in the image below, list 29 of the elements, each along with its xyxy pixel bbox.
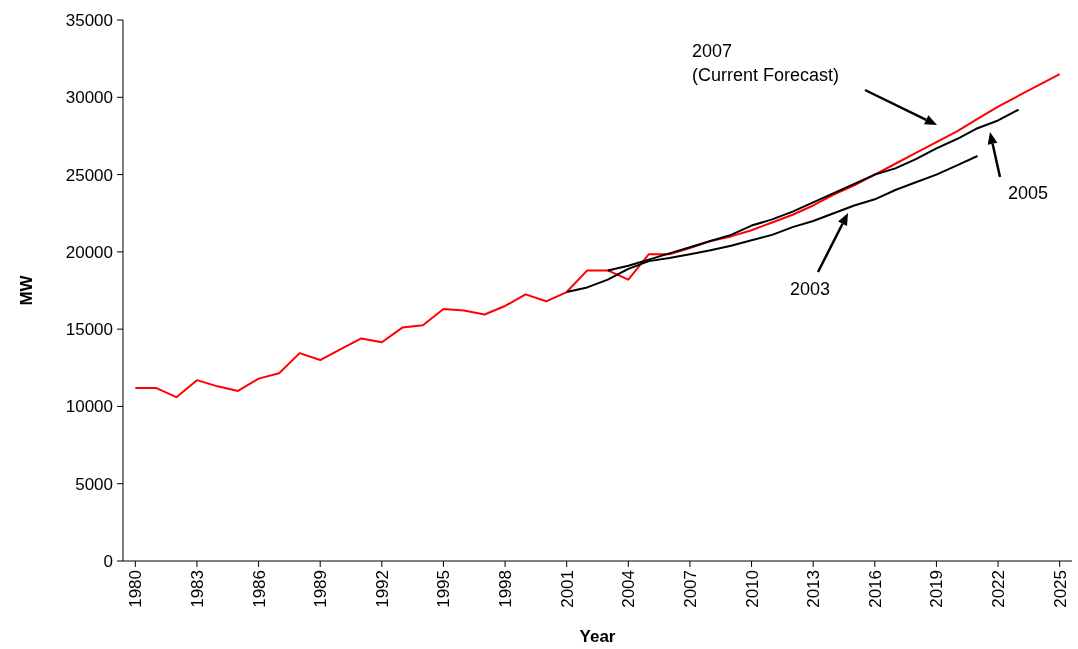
annotation: 2003 [790,279,831,299]
x-tick-label: 2019 [927,570,947,608]
x-tick-label: 2013 [804,570,824,608]
x-tick-label: 1998 [496,570,516,608]
x-tick-label: 1992 [372,570,392,608]
x-axis-title: Year [579,627,616,646]
y-tick-label: 20000 [65,242,113,262]
x-tick-label: 2016 [865,570,885,608]
x-tick-label: 2025 [1050,570,1070,608]
y-tick-label: 35000 [65,10,113,30]
x-tick-label: 2007 [680,570,700,608]
y-tick-label: 5000 [75,474,113,494]
x-tick-label: 1983 [187,570,207,608]
y-tick-label: 25000 [65,165,113,185]
y-axis-title: MW [17,274,36,306]
y-tick-label: 15000 [65,320,113,340]
x-tick-label: 1986 [249,570,269,608]
x-tick-label: 1980 [126,570,146,608]
x-tick-label: 1995 [434,570,454,608]
y-tick-label: 10000 [65,397,113,417]
y-tick-label: 0 [103,551,113,571]
annotation: 2007 (Current Forecast) [692,41,840,85]
x-tick-label: 2010 [742,570,762,608]
x-tick-label: 2001 [557,570,577,608]
annotation: 2005 [1008,183,1049,203]
x-tick-label: 2022 [989,570,1008,608]
x-tick-label: 1989 [311,570,331,608]
y-tick-label: 30000 [65,88,113,108]
x-tick-label: 2004 [619,570,639,608]
